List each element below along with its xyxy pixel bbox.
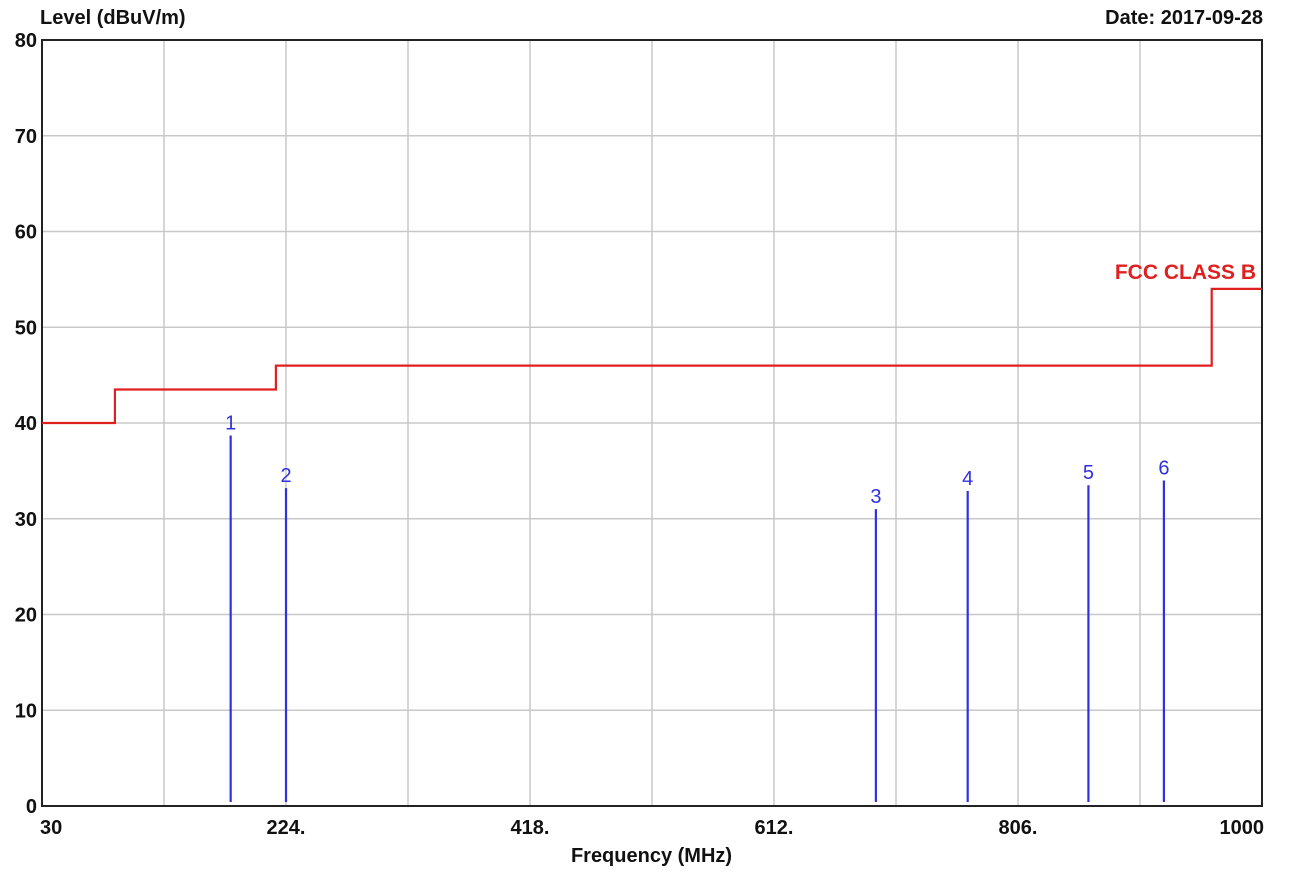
y-tick-label: 0: [26, 796, 37, 818]
x-tick-label: 418.: [511, 817, 550, 839]
y-axis-label: Level (dBuV/m): [40, 7, 186, 29]
y-tick-label: 80: [15, 30, 37, 52]
x-tick-label: 806.: [999, 817, 1038, 839]
x-tick-label: 30: [40, 817, 62, 839]
x-axis-label: Frequency (MHz): [570, 845, 733, 867]
x-tick-label: 1000: [1220, 817, 1265, 839]
y-tick-label: 60: [15, 222, 37, 244]
limit-line: [42, 287, 1262, 425]
y-tick-label: 40: [15, 413, 37, 435]
y-tick-label: 70: [15, 126, 37, 148]
x-tick-label: 224.: [267, 817, 306, 839]
y-tick-label: 30: [15, 509, 37, 531]
y-tick-label: 50: [15, 317, 37, 339]
marker-label-2: 2: [280, 465, 291, 487]
marker-label-3: 3: [870, 486, 881, 508]
y-tick-label: 10: [15, 700, 37, 722]
marker-label-6: 6: [1158, 457, 1169, 479]
date-label: Date: 2017-09-28: [1105, 7, 1263, 29]
x-tick-label: 612.: [755, 817, 794, 839]
marker-label-4: 4: [962, 468, 973, 490]
limit-line-label: FCC CLASS B: [1115, 261, 1256, 284]
marker-label-5: 5: [1083, 462, 1094, 484]
y-tick-label: 20: [15, 605, 37, 627]
marker-label-1: 1: [225, 412, 236, 434]
